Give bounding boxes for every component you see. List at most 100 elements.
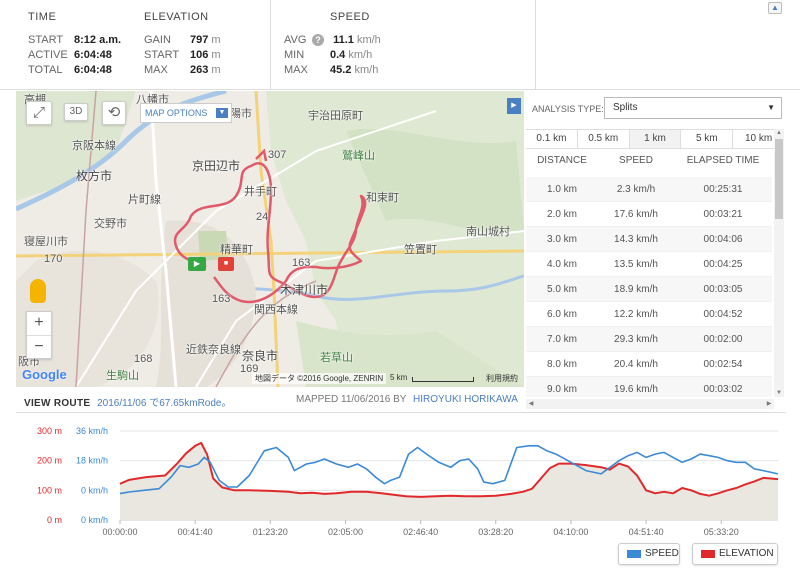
elevation-start: START 106 m (144, 49, 221, 61)
map-label: 関西本線 (254, 304, 298, 316)
table-row[interactable]: 3.0 km 14.3 km/h 00:04:06 (526, 227, 772, 252)
table-row[interactable]: 1.0 km 2.3 km/h 00:25:31 (526, 177, 772, 202)
stats-divider (535, 0, 536, 90)
map-terms-link[interactable]: 利用規約 (486, 374, 518, 383)
table-row[interactable]: 4.0 km 13.5 km/h 00:04:25 (526, 252, 772, 277)
scroll-right-icon[interactable]: ▶ (766, 401, 772, 407)
x-tick-label: 02:05:00 (328, 527, 363, 537)
splits-table-header: DISTANCE SPEED ELAPSED TIME (526, 155, 772, 175)
map-label: 笠置町 (404, 244, 437, 256)
table-row[interactable]: 9.0 km 19.6 km/h 00:03:02 (526, 377, 772, 397)
legend-swatch-speed (627, 550, 641, 558)
google-logo: Google (22, 367, 67, 382)
route-start-marker[interactable]: ▶ (188, 257, 206, 271)
tab-split-5km[interactable]: 5 km (681, 130, 734, 148)
legend-speed-toggle[interactable]: SPEED (618, 543, 680, 565)
tab-split-1km[interactable]: 1 km (629, 130, 682, 148)
split-elapsed-time: 00:02:54 (703, 359, 743, 370)
route-shield: 169 (240, 363, 259, 375)
speed-elevation-chart[interactable]: 0 m 100 m 200 m 300 m 0 km/h 18 km/h 36 km/h 0 … (16, 413, 786, 538)
x-tick-label: 04:51:40 (629, 527, 664, 537)
column-header-distance[interactable]: DISTANCE (537, 155, 587, 166)
split-distance: 4.0 km (546, 259, 577, 270)
elevation-tick-label: 200 m (37, 456, 62, 466)
stats-divider (270, 0, 271, 90)
fullscreen-icon[interactable]: ⤢ (26, 101, 52, 125)
author-link[interactable]: HIROYUKI HORIKAWA (413, 394, 518, 405)
split-speed: 12.2 km/h (614, 309, 658, 320)
split-speed: 13.5 km/h (614, 259, 658, 270)
table-row[interactable]: 5.0 km 18.9 km/h 00:03:05 (526, 277, 772, 302)
map-label: 鷲峰山 (342, 150, 375, 162)
x-tick-label: 03:28:20 (478, 527, 513, 537)
speed-section-title: SPEED (330, 11, 370, 23)
map-options-dropdown[interactable]: MAP OPTIONS ▼ (140, 103, 232, 123)
split-distance: 2.0 km (546, 209, 577, 220)
table-row[interactable]: 2.0 km 17.6 km/h 00:03:21 (526, 202, 772, 227)
column-header-elapsed-time[interactable]: ELAPSED TIME (686, 155, 760, 166)
time-start: START 8:12 a.m. (28, 34, 122, 46)
split-elapsed-time: 00:03:05 (703, 284, 743, 295)
x-tick-label: 01:23:20 (253, 527, 288, 537)
collapse-stats-button[interactable]: ▲ (768, 2, 782, 14)
map-label: 寝屋川市 (24, 236, 68, 248)
split-elapsed-time: 00:03:02 (703, 384, 743, 395)
view-route-label: VIEW ROUTE (24, 398, 91, 409)
map-label: 京阪本線 (72, 140, 116, 152)
split-distance: 7.0 km (546, 334, 577, 345)
split-distance: 6.0 km (546, 309, 577, 320)
tab-split-0-5km[interactable]: 0.5 km (578, 130, 630, 148)
route-name-link[interactable]: 2016/11/06 で67.65kmRode。 (97, 398, 232, 409)
time-active: ACTIVE 6:04:48 (28, 49, 112, 61)
help-icon[interactable]: ? (312, 34, 324, 47)
analysis-type-select[interactable]: Splits ▼ (604, 97, 782, 119)
split-distance: 9.0 km (546, 384, 577, 395)
splits-table-body: 1.0 km 2.3 km/h 00:25:31 2.0 km 17.6 km/h 00:… (526, 177, 772, 397)
table-row[interactable]: 7.0 km 29.3 km/h 00:02:00 (526, 327, 772, 352)
table-row[interactable]: 8.0 km 20.4 km/h 00:02:54 (526, 352, 772, 377)
route-shield: 163 (212, 293, 231, 305)
x-tick-label: 00:00:00 (102, 527, 137, 537)
map-label: 片町線 (128, 194, 161, 206)
scroll-left-icon[interactable]: ◀ (528, 401, 534, 407)
map-3d-button[interactable]: 3D (64, 103, 88, 121)
horizontal-scrollbar[interactable]: ◀ ▶ (526, 399, 774, 409)
scroll-down-icon[interactable]: ▼ (776, 390, 782, 396)
map-scale-bar (412, 377, 474, 382)
panel-toggle-button[interactable]: ▶ (507, 98, 521, 114)
vertical-scrollbar[interactable]: ▲ ▼ (774, 129, 784, 397)
map-label: 京田辺市 (192, 159, 241, 173)
table-row[interactable]: 6.0 km 12.2 km/h 00:04:52 (526, 302, 772, 327)
speed-max: MAX 45.2 km/h (284, 64, 379, 76)
map-label: 奈良市 (242, 349, 279, 363)
split-elapsed-time: 00:04:06 (703, 234, 743, 245)
tab-split-0-1km[interactable]: 0.1 km (526, 130, 578, 148)
speed-tick-label: 36 km/h (76, 426, 108, 436)
street-view-pegman-icon[interactable] (30, 279, 46, 303)
map-label: 阪市 (18, 356, 40, 368)
map-label: 南山城村 (466, 226, 510, 238)
rotate-icon[interactable]: ⟲ (102, 101, 126, 125)
split-distance-tabs: 0.1 km 0.5 km 1 km 5 km 10 km (526, 129, 784, 149)
elevation-tick-label: 100 m (37, 485, 62, 495)
ride-stats-header: TIME START 8:12 a.m. ACTIVE 6:04:48 TOTAL 6… (0, 0, 800, 90)
mapped-by: MAPPED 11/06/2016 BY HIROYUKI HORIKAWA (296, 394, 518, 405)
scroll-up-icon[interactable]: ▲ (776, 130, 782, 136)
legend-elevation-toggle[interactable]: ELEVATION (692, 543, 778, 565)
map-label: 交野市 (94, 218, 127, 230)
split-elapsed-time: 00:02:00 (703, 334, 743, 345)
elevation-tick-label: 300 m (37, 426, 62, 436)
split-speed: 19.6 km/h (614, 384, 658, 395)
zoom-in-button[interactable]: + (27, 312, 51, 336)
speed-series-line (119, 445, 779, 495)
speed-tick-label: 0 km/h (81, 515, 108, 525)
elevation-series-line (119, 441, 779, 498)
map-label: 宇治田原町 (308, 110, 363, 122)
scrollbar-thumb[interactable] (775, 139, 783, 219)
route-map[interactable]: 京田辺市 枚方市 交野市 寝屋川市 井手町 和束町 笠置町 木津川市 精華町 奈… (16, 91, 524, 387)
zoom-out-button[interactable]: − (34, 338, 44, 355)
speed-tick-label: 18 km/h (76, 456, 108, 466)
route-stop-marker[interactable]: ■ (218, 257, 234, 271)
column-header-speed[interactable]: SPEED (619, 155, 653, 166)
tab-split-10km[interactable]: 10 km (744, 133, 773, 144)
